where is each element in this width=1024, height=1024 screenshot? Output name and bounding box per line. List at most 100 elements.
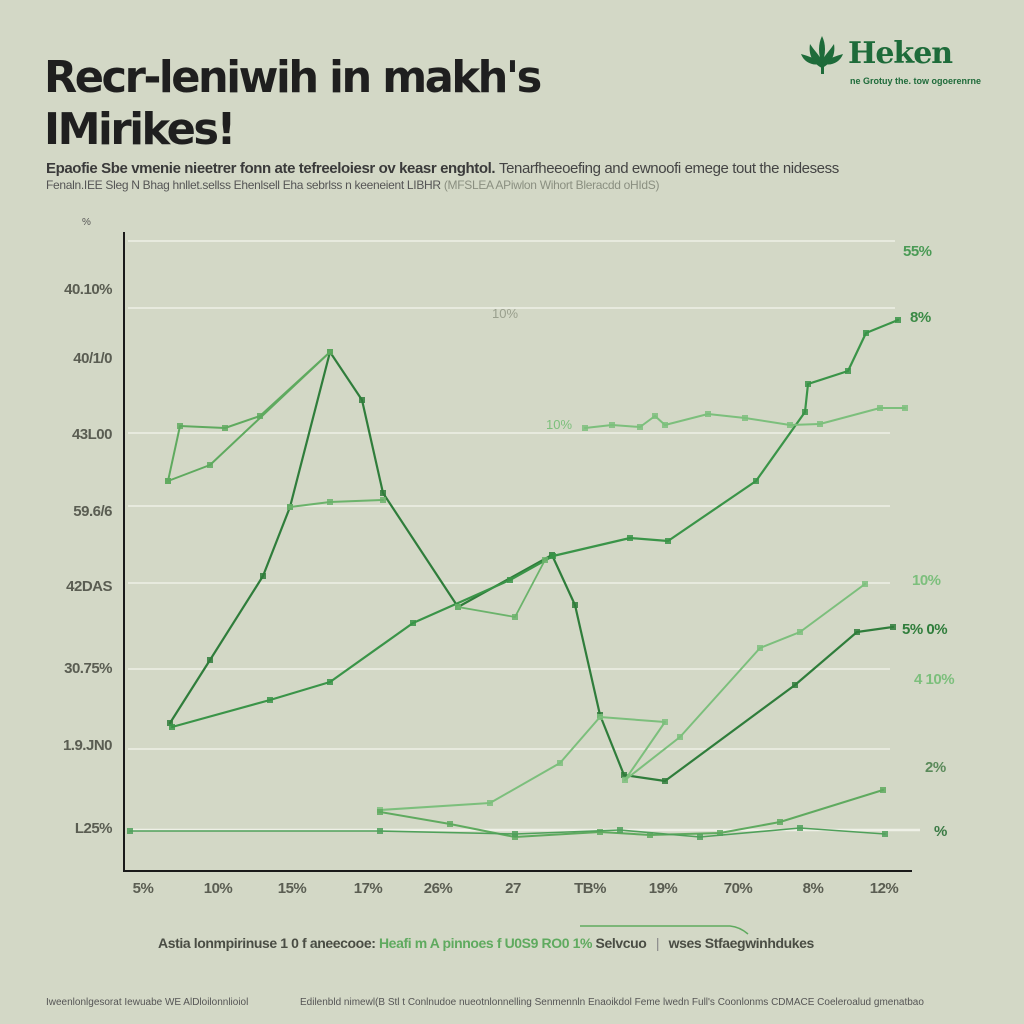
footer-source: Iweenlonlgesorat Iewuabe WE AlDloilonnli… — [46, 997, 249, 1008]
series-end-label: 8% — [910, 309, 931, 326]
x-tick-label: 19% — [648, 880, 678, 897]
series-line — [167, 351, 331, 482]
series-end-label: 4 10% — [914, 671, 955, 688]
data-point-marker — [207, 462, 213, 468]
legend-item: Heafi — [378, 935, 412, 951]
data-point-marker — [890, 624, 896, 630]
data-point-marker — [854, 629, 860, 635]
data-point-marker — [359, 397, 365, 403]
data-point-marker — [880, 787, 886, 793]
data-point-marker — [845, 368, 851, 374]
data-point-marker — [621, 772, 627, 778]
brand-wordmark: Heken — [848, 36, 953, 71]
data-point-marker — [572, 602, 578, 608]
series-line — [379, 583, 866, 811]
x-tick-label: 70% — [723, 880, 753, 897]
series-end-label: 55% — [903, 243, 932, 260]
leaf-icon — [801, 36, 843, 74]
y-tick-label: 43L00 — [71, 426, 113, 443]
data-point-marker — [207, 657, 213, 663]
series-end-label: 2% — [925, 759, 946, 776]
data-point-marker — [550, 553, 556, 559]
footer-notes: Edilenbld nimewl(B Stl t Conlnudoe nueot… — [300, 997, 924, 1008]
subtitle-bold: Epaofie Sbe vmenie nieetrer fonn ate tef… — [46, 160, 496, 177]
chart-subtitle-secondary: Fenaln.IEE Sleg N Bhag hnllet.sellss Ehe… — [46, 178, 659, 192]
x-tick-label: 5% — [132, 880, 154, 897]
data-point-marker — [377, 828, 383, 834]
data-point-marker — [622, 777, 628, 783]
legend-item: f U0S9 — [496, 935, 539, 951]
brand-logo: Heken ne Grotuy the. tow ogoerenrne — [800, 34, 1000, 94]
data-point-marker — [662, 719, 668, 725]
data-point-marker — [805, 381, 811, 387]
data-point-marker — [797, 825, 803, 831]
data-point-marker — [697, 834, 703, 840]
data-point-marker — [895, 317, 901, 323]
series-line — [379, 789, 884, 838]
x-tick-label: 12% — [869, 880, 899, 897]
chart-title-line2: IMirikes! — [44, 104, 236, 155]
data-point-marker — [327, 499, 333, 505]
data-point-marker — [863, 330, 869, 336]
data-point-marker — [647, 832, 653, 838]
data-point-marker — [557, 760, 563, 766]
data-point-marker — [327, 679, 333, 685]
y-axis-unit-label: % — [82, 217, 91, 228]
x-tick-label: 27 — [505, 880, 521, 897]
data-point-marker — [677, 734, 683, 740]
data-point-marker — [410, 620, 416, 626]
x-tick-label: 17% — [353, 880, 383, 897]
legend-item: wses Stfaegwinhdukes — [668, 935, 815, 951]
chart-title-line1: Recr-leniwih in makh's — [44, 52, 542, 103]
series-line — [170, 318, 900, 729]
series-layer — [127, 317, 908, 840]
data-point-marker — [447, 821, 453, 827]
data-point-marker — [597, 829, 603, 835]
y-tick-label: L25% — [74, 820, 113, 837]
legend-item: m — [414, 935, 427, 951]
legend-item: Astia lonmpirinuse 1 0 f aneecooe: — [158, 935, 376, 951]
data-point-marker — [127, 828, 133, 834]
y-tick-label: 40/1/0 — [73, 350, 112, 367]
data-point-marker — [902, 405, 908, 411]
data-point-marker — [167, 720, 173, 726]
data-point-marker — [507, 577, 513, 583]
data-point-marker — [757, 645, 763, 651]
series-end-label: 10% — [912, 572, 941, 589]
series-line — [168, 350, 895, 783]
x-tick-label: 26% — [423, 880, 453, 897]
data-point-marker — [380, 497, 386, 503]
data-point-marker — [777, 819, 783, 825]
gridlines — [128, 240, 920, 832]
data-point-marker — [327, 349, 333, 355]
series-end-label: % — [934, 823, 947, 840]
chart-subtitle: Epaofie Sbe vmenie nieetrer fonn ate tef… — [46, 160, 839, 177]
data-point-marker — [753, 478, 759, 484]
chart-title: Recr-leniwih in makh's IMirikes! — [44, 52, 542, 156]
data-point-marker — [802, 409, 808, 415]
data-point-marker — [267, 697, 273, 703]
point-label: 10% — [546, 417, 573, 432]
data-point-marker — [512, 831, 518, 837]
legend-item: Selvcuo — [595, 935, 647, 951]
legend-separator: | — [655, 935, 660, 951]
data-point-marker — [169, 724, 175, 730]
data-point-marker — [287, 504, 293, 510]
data-point-marker — [487, 800, 493, 806]
data-point-marker — [787, 422, 793, 428]
data-point-marker — [797, 629, 803, 635]
legend-item: RO0 1% — [541, 935, 593, 951]
data-point-marker — [542, 557, 548, 563]
series-end-label: 5% 0% — [902, 621, 948, 638]
subtitle-line2-faint: (MFSLEA APiwlon Wihort Bleracdd oHIdS) — [443, 178, 660, 192]
data-point-marker — [652, 413, 658, 419]
legend-swoosh — [580, 925, 749, 935]
data-point-marker — [705, 411, 711, 417]
data-point-marker — [882, 831, 888, 837]
subtitle-rest: Tenarfheeoefing and ewnoofi emege tout t… — [498, 160, 839, 177]
data-point-marker — [792, 682, 798, 688]
data-point-marker — [637, 424, 643, 430]
data-point-marker — [609, 422, 615, 428]
data-point-marker — [455, 604, 461, 610]
data-point-marker — [597, 714, 603, 720]
